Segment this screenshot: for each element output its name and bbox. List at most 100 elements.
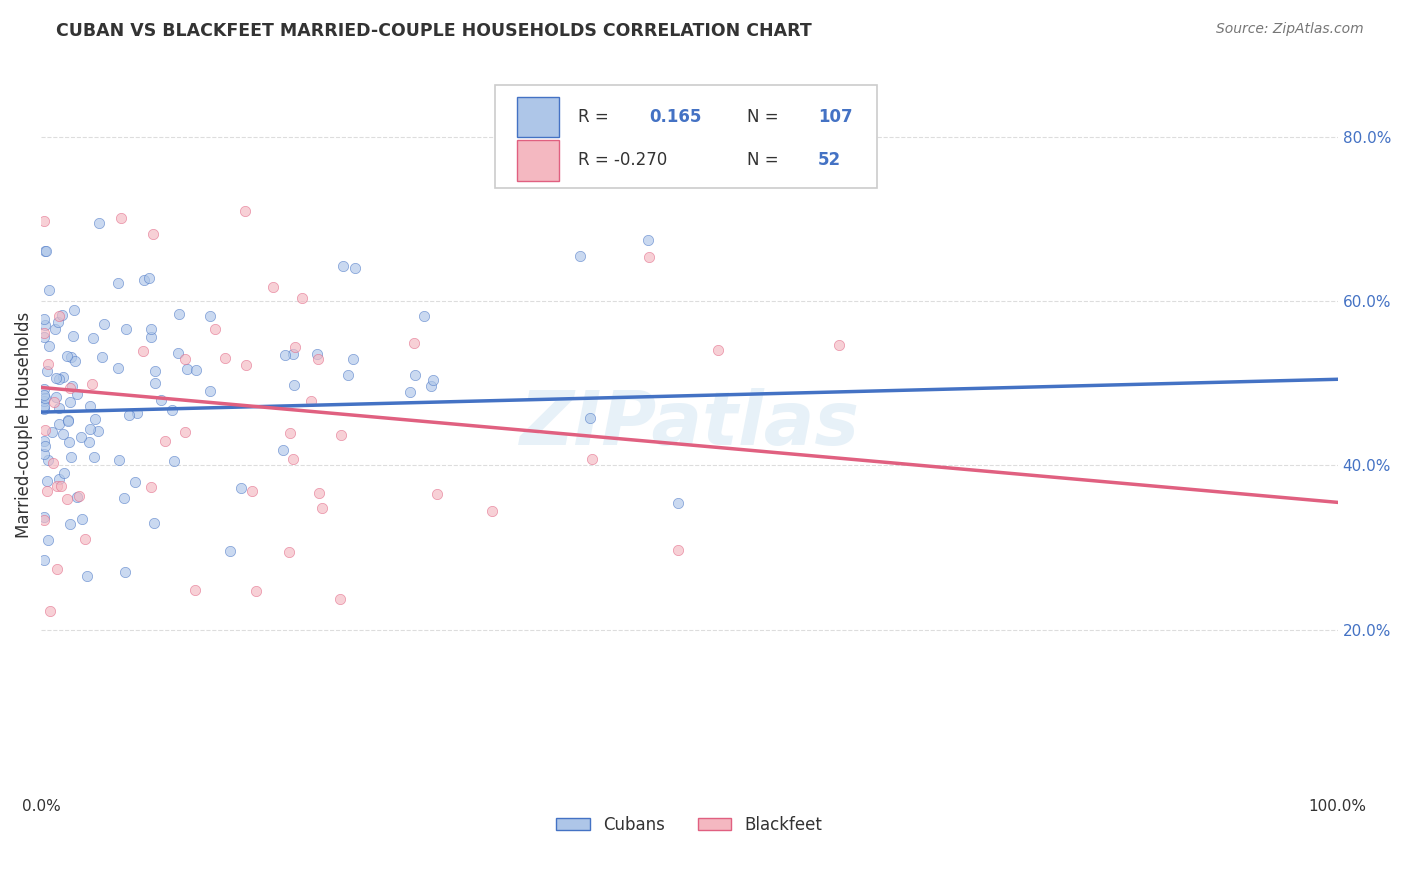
Point bbox=[115, 322, 138, 336]
Point bbox=[827, 338, 849, 352]
Point bbox=[32, 330, 55, 344]
Point bbox=[35, 244, 58, 258]
Point bbox=[278, 426, 301, 441]
Point bbox=[160, 403, 183, 417]
Text: Source: ZipAtlas.com: Source: ZipAtlas.com bbox=[1216, 22, 1364, 37]
Point bbox=[413, 310, 436, 324]
Point bbox=[124, 475, 146, 490]
Point bbox=[56, 414, 79, 428]
Point bbox=[163, 454, 186, 468]
Point bbox=[419, 379, 441, 393]
Point bbox=[34, 439, 56, 453]
Point bbox=[307, 347, 329, 361]
Point bbox=[52, 426, 75, 441]
Point bbox=[32, 214, 55, 228]
Text: 52: 52 bbox=[818, 152, 841, 169]
Point bbox=[399, 384, 422, 399]
Point bbox=[138, 271, 160, 285]
Point bbox=[89, 216, 111, 230]
Point bbox=[82, 331, 104, 345]
Point bbox=[48, 401, 70, 416]
Point bbox=[666, 543, 689, 558]
Point bbox=[51, 308, 73, 322]
Text: CUBAN VS BLACKFEET MARRIED-COUPLE HOUSEHOLDS CORRELATION CHART: CUBAN VS BLACKFEET MARRIED-COUPLE HOUSEH… bbox=[56, 22, 813, 40]
Point bbox=[637, 250, 659, 264]
Point bbox=[32, 434, 55, 449]
Point bbox=[281, 347, 304, 361]
Text: R =: R = bbox=[578, 108, 609, 126]
Point bbox=[44, 322, 66, 336]
Point bbox=[271, 443, 294, 458]
Point bbox=[107, 277, 129, 291]
Y-axis label: Married-couple Households: Married-couple Households bbox=[15, 311, 32, 538]
Point bbox=[34, 318, 56, 333]
Point bbox=[245, 583, 267, 598]
Point bbox=[56, 491, 79, 506]
Point bbox=[62, 329, 84, 343]
Point bbox=[426, 487, 449, 501]
Point bbox=[59, 517, 82, 532]
Point bbox=[143, 516, 166, 530]
Point bbox=[706, 343, 728, 358]
Point bbox=[37, 533, 59, 547]
Text: 107: 107 bbox=[818, 108, 852, 126]
Point bbox=[233, 204, 256, 219]
Point bbox=[569, 249, 592, 263]
Point bbox=[66, 386, 89, 401]
Point bbox=[67, 489, 90, 503]
Point bbox=[240, 483, 263, 498]
Point bbox=[274, 348, 297, 362]
Point bbox=[38, 339, 60, 353]
Point bbox=[167, 346, 190, 360]
Point bbox=[153, 434, 176, 449]
Point bbox=[82, 377, 104, 392]
Point bbox=[291, 291, 314, 305]
Point bbox=[93, 317, 115, 331]
Point bbox=[38, 283, 60, 297]
Point bbox=[59, 381, 82, 395]
Point bbox=[37, 364, 59, 378]
Legend: Cubans, Blackfeet: Cubans, Blackfeet bbox=[550, 809, 830, 841]
Point bbox=[48, 309, 70, 323]
Point bbox=[79, 399, 101, 413]
Point bbox=[34, 244, 56, 259]
Point bbox=[32, 553, 55, 567]
Point bbox=[46, 479, 69, 493]
Point bbox=[48, 472, 70, 486]
Point bbox=[62, 379, 84, 393]
FancyBboxPatch shape bbox=[495, 85, 877, 188]
Point bbox=[37, 452, 59, 467]
Point bbox=[63, 353, 86, 368]
Point bbox=[198, 309, 221, 323]
Point bbox=[48, 315, 70, 329]
Point bbox=[37, 484, 59, 499]
Point bbox=[198, 384, 221, 399]
Point bbox=[112, 491, 135, 505]
Bar bbox=[517, 97, 558, 137]
Point bbox=[110, 211, 132, 225]
Point bbox=[214, 351, 236, 365]
Point bbox=[90, 350, 112, 364]
Point bbox=[278, 544, 301, 558]
Point bbox=[32, 382, 55, 396]
Point bbox=[176, 362, 198, 376]
Point bbox=[125, 406, 148, 420]
Point bbox=[35, 474, 58, 488]
Point bbox=[51, 479, 73, 493]
Point bbox=[637, 233, 659, 247]
Point bbox=[41, 425, 63, 439]
Point bbox=[143, 376, 166, 390]
Text: N =: N = bbox=[747, 108, 778, 126]
Point bbox=[73, 532, 96, 546]
Point bbox=[142, 227, 165, 242]
Point bbox=[231, 481, 253, 495]
Point bbox=[481, 503, 503, 517]
Text: N =: N = bbox=[747, 152, 778, 169]
Point bbox=[55, 350, 77, 364]
Point bbox=[149, 393, 172, 408]
Point bbox=[56, 413, 79, 427]
Point bbox=[42, 457, 65, 471]
Point bbox=[145, 364, 167, 378]
Point bbox=[79, 434, 101, 449]
Point bbox=[37, 357, 59, 371]
